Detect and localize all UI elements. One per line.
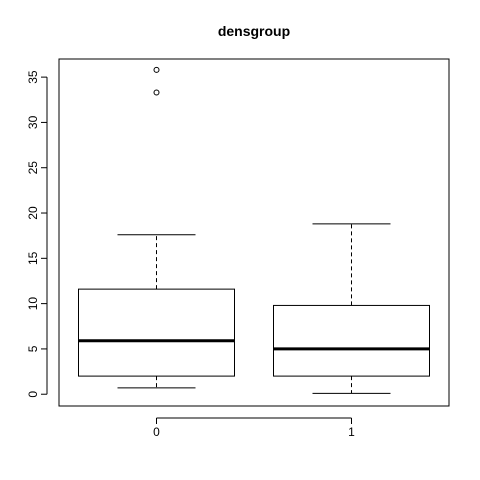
y-tick-label: 0 bbox=[26, 391, 40, 398]
iqr-box bbox=[78, 288, 235, 377]
outlier-point bbox=[153, 89, 160, 96]
outlier-point bbox=[153, 66, 160, 73]
chart-title: densgroup bbox=[218, 23, 290, 39]
iqr-box bbox=[273, 304, 430, 377]
y-tick-label: 5 bbox=[26, 345, 40, 352]
y-tick-label: 20 bbox=[26, 206, 40, 220]
y-tick-label: 35 bbox=[26, 70, 40, 84]
box-group-1 bbox=[273, 223, 430, 394]
x-tick-label: 0 bbox=[153, 425, 160, 439]
y-tick-label: 10 bbox=[26, 297, 40, 311]
x-tick-label: 1 bbox=[348, 425, 355, 439]
box-group-0 bbox=[78, 66, 235, 389]
y-tick-label: 25 bbox=[26, 161, 40, 175]
boxes bbox=[78, 66, 430, 394]
plot-frame bbox=[58, 58, 450, 407]
y-tick-label: 30 bbox=[26, 115, 40, 129]
y-axis: 0 5 10 15 20 25 30 35 bbox=[26, 70, 48, 398]
y-tick-label: 15 bbox=[26, 251, 40, 265]
